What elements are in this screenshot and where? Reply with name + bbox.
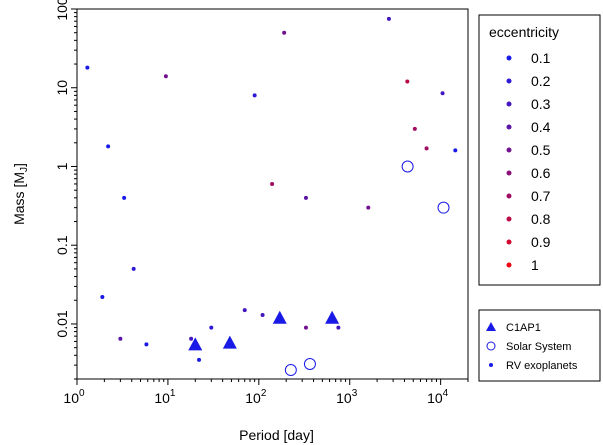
eccentricity-legend-swatch bbox=[506, 262, 512, 268]
eccentricity-legend-label: 0.3 bbox=[531, 96, 551, 112]
rv-exoplanet-point bbox=[100, 295, 105, 300]
rv-exoplanet-point bbox=[366, 205, 371, 210]
x-tick-label-base: 10 bbox=[245, 390, 261, 406]
c1ap1-point bbox=[222, 335, 237, 349]
eccentricity-legend-label: 0.6 bbox=[531, 165, 551, 181]
rv-exoplanet-point bbox=[131, 266, 136, 271]
series-legend-circle bbox=[486, 341, 496, 351]
rv-exoplanet-point bbox=[303, 195, 308, 200]
y-axis-label-sub: J bbox=[19, 167, 30, 172]
x-tick-label-exp: 0 bbox=[79, 388, 85, 399]
eccentricity-legend-label: 0.5 bbox=[531, 142, 551, 158]
eccentricity-legend-label: 0.1 bbox=[531, 50, 551, 66]
x-tick-label-base: 10 bbox=[336, 390, 352, 406]
x-tick-label: 102 bbox=[245, 388, 267, 406]
eccentricity-legend-label: 0.8 bbox=[531, 211, 551, 227]
x-tick-label-base: 10 bbox=[154, 390, 170, 406]
eccentricity-legend-title: eccentricity bbox=[489, 24, 559, 40]
eccentricity-legend-swatch bbox=[506, 101, 512, 107]
y-tick-label: 0.1 bbox=[54, 235, 70, 255]
eccentricity-legend-swatch bbox=[506, 55, 512, 61]
series-legend-dot bbox=[489, 363, 493, 367]
x-tick-label: 100 bbox=[63, 388, 85, 406]
rv-exoplanet-point bbox=[282, 30, 287, 35]
y-tick-label: 100 bbox=[54, 0, 70, 21]
rv-exoplanet-point bbox=[303, 325, 308, 330]
c1ap1-point bbox=[325, 310, 340, 324]
eccentricity-legend-swatch bbox=[506, 193, 512, 199]
rv-exoplanet-point bbox=[189, 336, 194, 341]
rv-exoplanet-point bbox=[386, 16, 391, 21]
x-tick-label: 103 bbox=[336, 388, 358, 406]
solar-system-point bbox=[401, 160, 414, 173]
x-axis-label-text: Period [day] bbox=[239, 427, 314, 443]
rv-exoplanet-point bbox=[118, 336, 123, 341]
y-axis-label-main: Mass [M bbox=[11, 172, 27, 225]
x-axis-label: Period [day] bbox=[239, 427, 314, 443]
x-tick-label-exp: 4 bbox=[443, 388, 449, 399]
rv-exoplanet-point bbox=[405, 79, 410, 84]
rv-exoplanet-point bbox=[163, 74, 168, 79]
rv-exoplanet-point bbox=[252, 93, 257, 98]
y-tick-label: 0.01 bbox=[54, 310, 70, 337]
rv-exoplanet-point bbox=[440, 91, 445, 96]
solar-system-point bbox=[303, 358, 316, 371]
rv-exoplanet-point bbox=[336, 325, 341, 330]
plot-border bbox=[76, 8, 469, 380]
series-legend-label: C1AP1 bbox=[506, 322, 541, 334]
solar-system-point bbox=[437, 201, 450, 214]
eccentricity-legend-label: 0.4 bbox=[531, 119, 551, 135]
eccentricity-legend-swatch bbox=[506, 216, 512, 222]
rv-exoplanet-point bbox=[424, 146, 429, 151]
x-tick-label-base: 10 bbox=[427, 390, 443, 406]
y-axis-label: Mass [MJ] bbox=[11, 163, 30, 225]
x-tick-label-exp: 3 bbox=[352, 388, 358, 399]
series-legend-label: RV exoplanets bbox=[506, 360, 578, 372]
solar-system-point bbox=[284, 364, 297, 377]
rv-exoplanet-point bbox=[412, 126, 417, 131]
rv-exoplanet-point bbox=[209, 325, 214, 330]
eccentricity-legend-label: 0.2 bbox=[531, 73, 551, 89]
y-axis-label-end: ] bbox=[11, 163, 27, 167]
data-points bbox=[85, 16, 458, 377]
x-tick-label: 104 bbox=[427, 388, 449, 406]
x-tick-label: 101 bbox=[154, 388, 176, 406]
series-legend-label: Solar System bbox=[506, 341, 571, 353]
rv-exoplanet-point bbox=[260, 312, 265, 317]
rv-exoplanet-point bbox=[242, 308, 247, 313]
eccentricity-legend-swatch bbox=[506, 147, 512, 153]
eccentricity-legend-label: 0.9 bbox=[531, 234, 551, 250]
rv-exoplanet-point bbox=[144, 342, 149, 347]
eccentricity-legend-swatch bbox=[506, 78, 512, 84]
series-legend: C1AP1 Solar System RV exoplanets bbox=[478, 309, 601, 382]
rv-exoplanet-point bbox=[85, 65, 90, 70]
eccentricity-legend-box bbox=[478, 14, 601, 286]
rv-exoplanet-point bbox=[270, 181, 275, 186]
series-legend-box bbox=[478, 309, 601, 382]
rv-exoplanet-point bbox=[122, 195, 127, 200]
y-tick-label: 1 bbox=[54, 162, 70, 170]
eccentricity-legend-label: 1 bbox=[531, 257, 539, 273]
x-tick-label-exp: 2 bbox=[261, 388, 267, 399]
eccentricity-legend-swatch bbox=[506, 239, 512, 245]
series-legend-triangle bbox=[486, 322, 496, 331]
rv-exoplanet-point bbox=[453, 148, 458, 153]
y-tick-label: 10 bbox=[54, 80, 70, 96]
eccentricity-legend: eccentricity 0.1 0.2 0.3 0.4 0.5 0.6 0.7 0.8 0.9 1 bbox=[478, 14, 601, 286]
x-tick-label-base: 10 bbox=[63, 390, 79, 406]
rv-exoplanet-point bbox=[197, 357, 202, 362]
plot-frame bbox=[76, 8, 469, 380]
c1ap1-point bbox=[272, 310, 287, 324]
eccentricity-legend-swatch bbox=[506, 170, 512, 176]
eccentricity-legend-label: 0.7 bbox=[531, 188, 551, 204]
c1ap1-point bbox=[188, 337, 203, 351]
x-tick-label-exp: 1 bbox=[170, 388, 176, 399]
rv-exoplanet-point bbox=[106, 144, 111, 149]
eccentricity-legend-swatch bbox=[506, 124, 512, 130]
